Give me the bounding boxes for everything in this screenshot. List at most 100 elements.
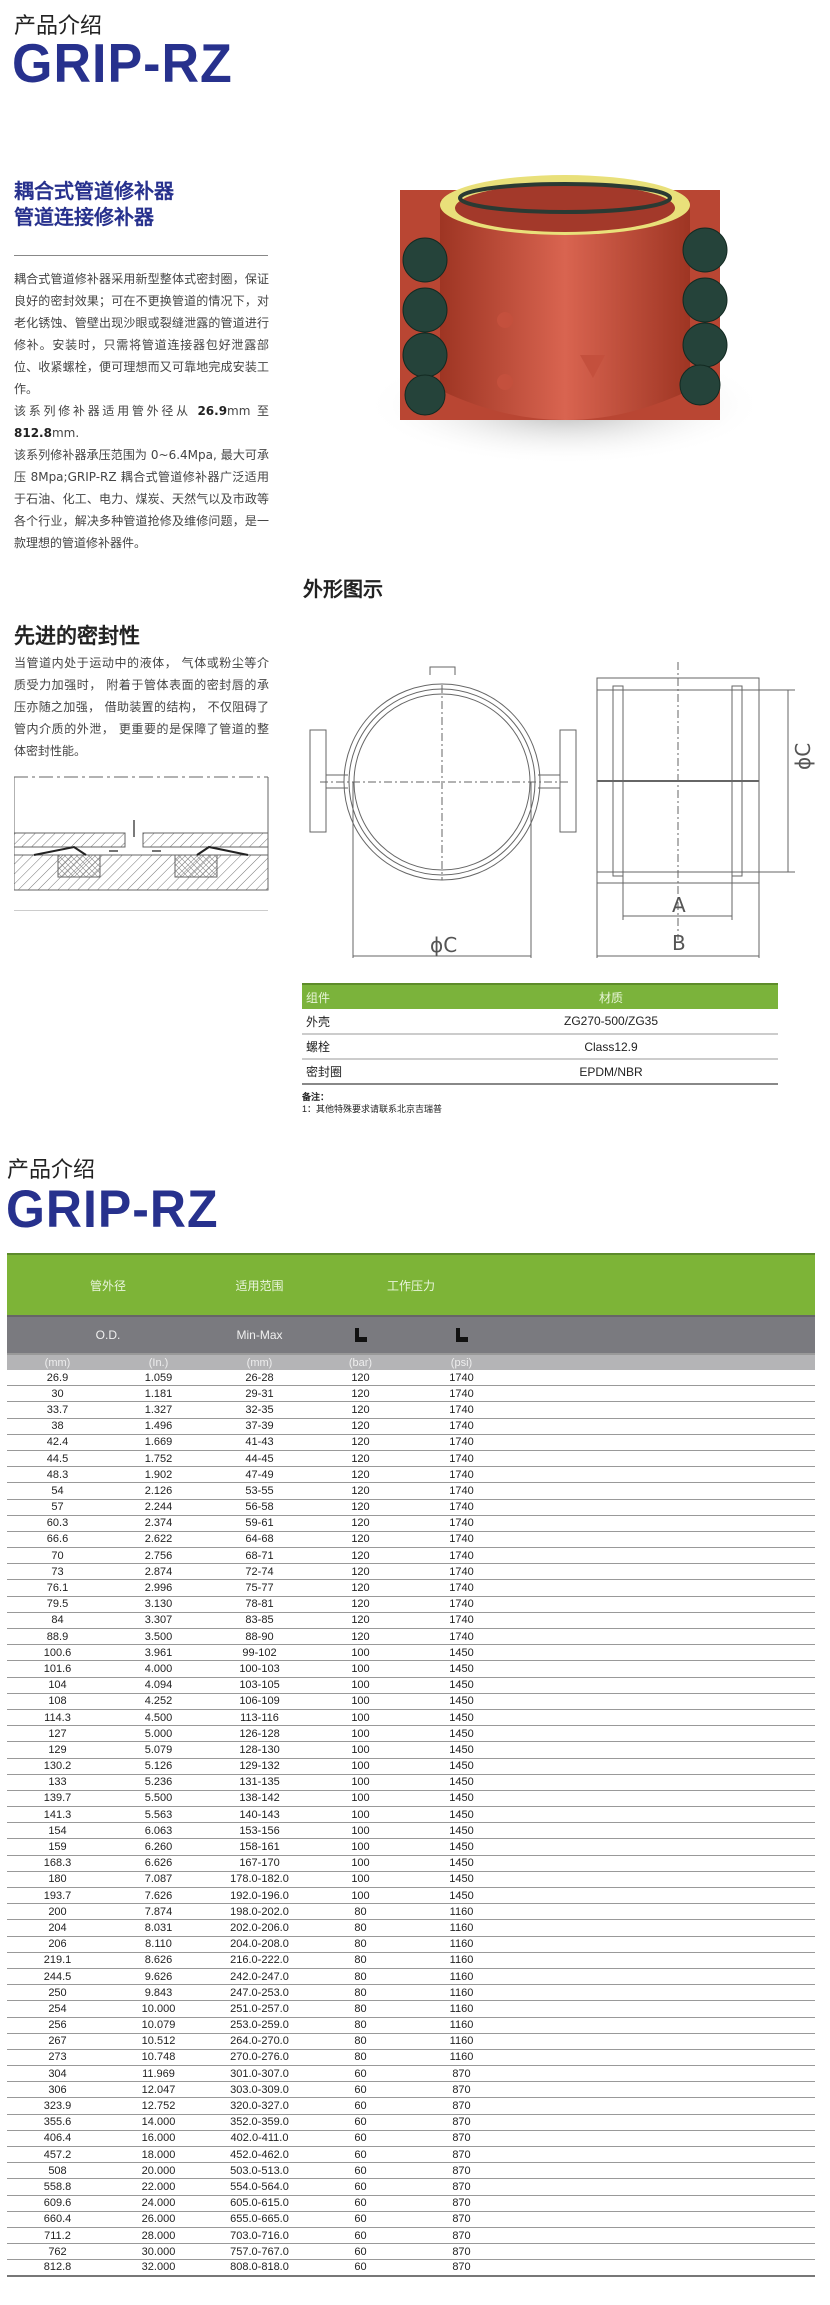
pressure-psi: 1160 bbox=[449, 1970, 474, 1983]
od-in: 4.000 bbox=[144, 1662, 173, 1675]
range-mm: 53-55 bbox=[245, 1484, 274, 1497]
range-mm: 75-77 bbox=[245, 1582, 274, 1595]
text: 该系列修补器适用管外径从 bbox=[14, 404, 191, 418]
table-row: 141.3 5.563 140-143 100 1450 bbox=[7, 1807, 815, 1824]
pressure-psi: 1450 bbox=[449, 1743, 474, 1756]
range-mm: 202.0-206.0 bbox=[230, 1921, 289, 1934]
pressure-bar: 100 bbox=[351, 1841, 370, 1854]
range-mm: 303.0-309.0 bbox=[230, 2083, 289, 2096]
pressure-bar: 60 bbox=[354, 2180, 367, 2193]
pressure-bar: 100 bbox=[351, 1760, 370, 1773]
table-row: 254 10.000 251.0-257.0 80 1160 bbox=[7, 2001, 815, 2018]
od-in: 6.260 bbox=[144, 1841, 173, 1854]
pressure-psi: 1450 bbox=[449, 1662, 474, 1675]
od-in: 5.563 bbox=[144, 1808, 173, 1821]
pressure-bar: 120 bbox=[351, 1565, 370, 1578]
pressure-bar: 120 bbox=[351, 1501, 370, 1514]
range-mm: 452.0-462.0 bbox=[230, 2148, 289, 2161]
seal-text: 当管道内处于运动中的液体， 气体或粉尘等介质受力加强时， 附着于管体表面的密封唇… bbox=[14, 656, 269, 758]
spec-table: 管外径 适用范围 工作压力 O.D. Min-Max (mm) (In.) (m… bbox=[7, 1253, 815, 2277]
range-mm: 131-135 bbox=[239, 1776, 280, 1789]
pressure-bar: 120 bbox=[351, 1468, 370, 1481]
od-in: 10.512 bbox=[141, 2035, 176, 2048]
header-od: 管外径 bbox=[89, 1278, 126, 1293]
pressure-bar: 80 bbox=[354, 1921, 367, 1934]
pressure-bar: 60 bbox=[354, 2164, 367, 2177]
od-in: 22.000 bbox=[141, 2180, 176, 2193]
pressure-psi: 1740 bbox=[449, 1484, 474, 1497]
pressure-psi: 1740 bbox=[449, 1387, 474, 1400]
od-in: 5.126 bbox=[144, 1760, 173, 1773]
material: ZG270-500/ZG35 bbox=[444, 1009, 778, 1035]
pressure-psi: 1450 bbox=[449, 1760, 474, 1773]
table-row: 42.4 1.669 41-43 120 1740 bbox=[7, 1435, 815, 1451]
intro-text: 耦合式管道修补器采用新型整体式密封圈，保证良好的密封效果；可在不更换管道的情况下… bbox=[14, 268, 269, 554]
od-mm: 254 bbox=[48, 2002, 67, 2015]
od-in: 3.307 bbox=[144, 1614, 173, 1627]
od-in: 2.622 bbox=[144, 1533, 173, 1546]
od-in: 14.000 bbox=[141, 2116, 176, 2129]
table-row: 48.3 1.902 47-49 120 1740 bbox=[7, 1467, 815, 1484]
od-in: 24.000 bbox=[141, 2197, 176, 2210]
range-mm: 192.0-196.0 bbox=[230, 1889, 289, 1902]
od-mm: 88.9 bbox=[46, 1630, 69, 1643]
pressure-bar: 120 bbox=[351, 1549, 370, 1562]
od-mm: 323.9 bbox=[43, 2100, 72, 2113]
pressure-psi: 1450 bbox=[449, 1646, 474, 1659]
product-photo bbox=[365, 175, 765, 465]
od-mm: 48.3 bbox=[46, 1468, 69, 1481]
pressure-bar: 60 bbox=[354, 2083, 367, 2096]
range-mm: 140-143 bbox=[239, 1808, 280, 1821]
range-mm: 655.0-665.0 bbox=[230, 2213, 289, 2226]
pressure-bar: 100 bbox=[351, 1727, 370, 1740]
od-mm: 42.4 bbox=[46, 1436, 69, 1449]
table-row: 204 8.031 202.0-206.0 80 1160 bbox=[7, 1920, 815, 1937]
od-in: 16.000 bbox=[141, 2132, 176, 2145]
od-in: 30.000 bbox=[141, 2245, 176, 2258]
pressure-psi: 1740 bbox=[449, 1436, 474, 1449]
range-mm: 83-85 bbox=[245, 1614, 274, 1627]
pressure-bar: 120 bbox=[351, 1452, 370, 1465]
pressure-bar: 80 bbox=[354, 1905, 367, 1918]
range-mm: 554.0-564.0 bbox=[230, 2180, 289, 2193]
pressure-psi: 1450 bbox=[449, 1841, 474, 1854]
range-mm: 808.0-818.0 bbox=[230, 2261, 289, 2274]
od-in: 7.874 bbox=[144, 1905, 173, 1918]
product-subtitle-1: 耦合式管道修补器 bbox=[14, 179, 174, 203]
range-mm: 113-116 bbox=[240, 1711, 279, 1724]
od-in: 5.500 bbox=[144, 1792, 173, 1805]
table-row: 26.9 1.059 26-28 120 1740 bbox=[7, 1370, 815, 1387]
table-row: 139.7 5.500 138-142 100 1450 bbox=[7, 1791, 815, 1808]
od-mm: 33.7 bbox=[46, 1403, 69, 1416]
pressure-psi: 1450 bbox=[449, 1808, 474, 1821]
range-mm: 320.0-327.0 bbox=[230, 2100, 289, 2113]
od-mm: 206 bbox=[48, 1938, 67, 1951]
table-row: 508 20.000 503.0-513.0 60 870 bbox=[7, 2163, 815, 2180]
pressure-bar: 120 bbox=[351, 1420, 370, 1433]
od-in: 6.063 bbox=[144, 1824, 173, 1837]
pressure-psi: 870 bbox=[452, 2100, 471, 2113]
pressure-psi: 870 bbox=[452, 2180, 471, 2193]
od-mm: 141.3 bbox=[43, 1808, 72, 1821]
range-mm: 59-61 bbox=[245, 1517, 274, 1530]
od-mm: 30 bbox=[51, 1387, 64, 1400]
pressure-bar: 100 bbox=[351, 1873, 370, 1886]
range-mm: 129-132 bbox=[239, 1760, 280, 1773]
dim-a-label: A bbox=[672, 893, 686, 917]
range-mm: 128-130 bbox=[239, 1743, 280, 1756]
od-in: 26.000 bbox=[141, 2213, 176, 2226]
od-mm: 100.6 bbox=[43, 1646, 72, 1659]
table-row: 129 5.079 128-130 100 1450 bbox=[7, 1742, 815, 1759]
pressure-bar: 60 bbox=[354, 2229, 367, 2242]
table-row: 306 12.047 303.0-309.0 60 870 bbox=[7, 2082, 815, 2099]
od-in: 1.669 bbox=[144, 1436, 173, 1449]
od-mm: 108 bbox=[48, 1695, 67, 1708]
pressure-bar: 100 bbox=[351, 1646, 370, 1659]
table-row: 711.2 28.000 703.0-716.0 60 870 bbox=[7, 2228, 815, 2245]
table-row: 206 8.110 204.0-208.0 80 1160 bbox=[7, 1937, 815, 1953]
pressure-bar: 80 bbox=[354, 2051, 367, 2064]
pressure-bar: 100 bbox=[351, 1743, 370, 1756]
od-mm: 154 bbox=[48, 1824, 67, 1837]
pressure-bar: 60 bbox=[354, 2213, 367, 2226]
table-row: 130.2 5.126 129-132 100 1450 bbox=[7, 1759, 815, 1775]
